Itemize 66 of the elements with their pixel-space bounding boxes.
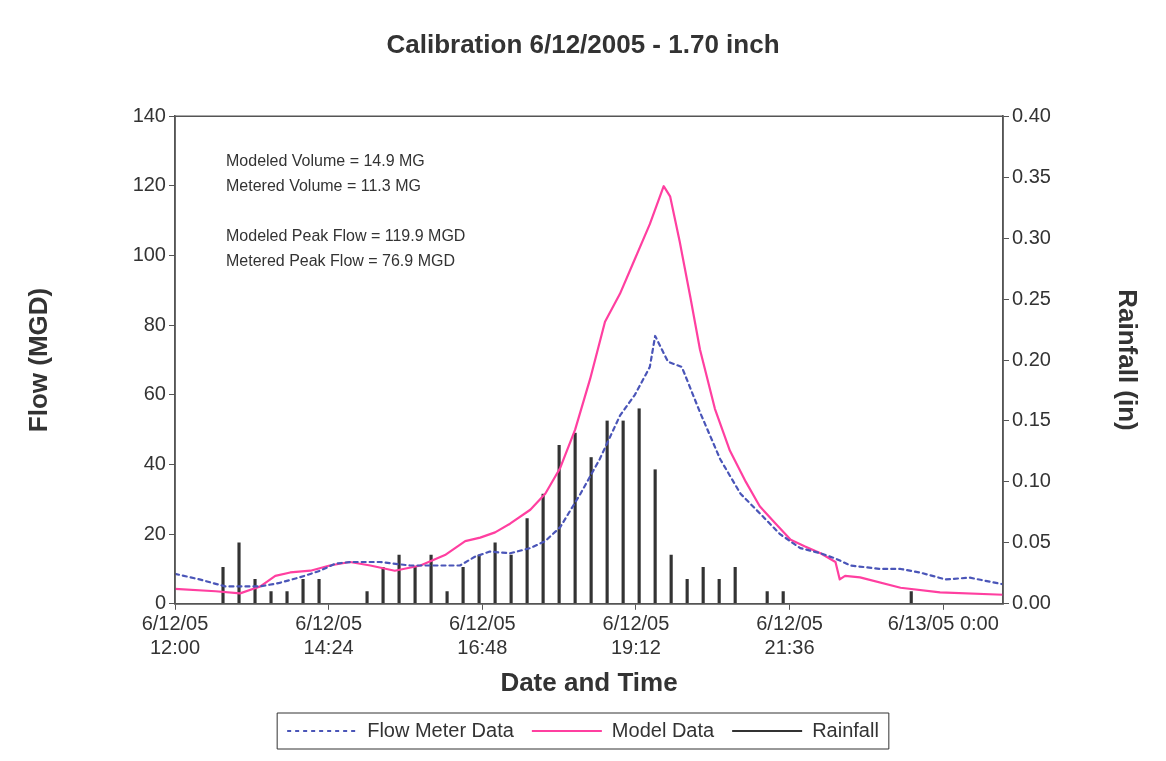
- y2-tick-label: 0.35: [1012, 164, 1051, 187]
- bar: [909, 591, 913, 604]
- y-tick-label: 100: [132, 243, 166, 266]
- bar: [301, 579, 305, 604]
- bar: [685, 579, 689, 604]
- y-tick-label: 60: [143, 382, 166, 405]
- x-tick-label: 6/13/05 0:00: [887, 612, 999, 635]
- bar: [781, 591, 785, 604]
- x-tick-label: 6/12/05 14:24: [295, 612, 363, 659]
- y2-tick-label: 0.30: [1012, 225, 1051, 248]
- legend-label: Model Data: [611, 718, 716, 741]
- x-axis-title: Date and Time: [500, 666, 678, 697]
- bar: [477, 554, 481, 604]
- x-tick-label: 6/12/05 12:00: [141, 612, 209, 659]
- y2-tick-label: 0.05: [1012, 530, 1051, 553]
- bar: [445, 591, 449, 604]
- bar: [717, 579, 721, 604]
- bar: [765, 591, 769, 604]
- bar: [669, 554, 673, 604]
- bar: [637, 408, 641, 604]
- x-tick-label: 6/12/05 16:48: [448, 612, 516, 659]
- y2-tick-label: 0.40: [1012, 103, 1051, 126]
- legend-label: Rainfall: [812, 718, 879, 741]
- bar: [413, 566, 417, 604]
- y2-tick-label: 0.00: [1012, 591, 1051, 614]
- annotation: Modeled Volume = 14.9 MG: [226, 151, 425, 169]
- bar: [701, 566, 705, 604]
- bar: [381, 566, 385, 604]
- x-tick-label: 6/12/05 19:12: [602, 612, 670, 659]
- bar: [525, 518, 529, 604]
- bar: [733, 566, 737, 604]
- legend-label: Flow Meter Data: [367, 718, 515, 741]
- y-tick-label: 0: [154, 591, 166, 614]
- x-tick-label: 6/12/05 21:36: [756, 612, 823, 659]
- y-tick-label: 80: [143, 312, 166, 335]
- y2-tick-label: 0.15: [1012, 408, 1051, 431]
- bar: [397, 554, 401, 604]
- chart-title: Calibration 6/12/2005 - 1.70 inch: [386, 28, 780, 59]
- y2-tick-label: 0.10: [1012, 469, 1051, 492]
- bar: [269, 591, 273, 604]
- y2-tick-label: 0.25: [1012, 286, 1051, 309]
- bar: [605, 420, 609, 604]
- bar: [509, 554, 513, 604]
- bar: [653, 469, 657, 604]
- bar: [317, 579, 321, 604]
- bar: [493, 542, 497, 604]
- y-tick-label: 120: [132, 173, 166, 196]
- bar: [285, 591, 289, 604]
- annotation: Modeled Peak Flow = 119.9 MGD: [226, 226, 466, 244]
- bar: [237, 542, 241, 604]
- bar: [365, 591, 369, 604]
- y-axis-title: Flow (MGD): [22, 287, 53, 433]
- annotation: Metered Volume = 11.3 MG: [226, 176, 421, 194]
- y-tick-label: 40: [143, 452, 166, 474]
- y-tick-label: 140: [132, 103, 166, 126]
- annotation: Metered Peak Flow = 76.9 MGD: [226, 251, 455, 269]
- bar: [461, 566, 465, 604]
- bar: [573, 432, 577, 604]
- line-series: [175, 334, 1003, 588]
- y2-axis-title: Rainfall (in): [1113, 289, 1144, 431]
- y-tick-label: 20: [143, 521, 166, 544]
- bar: [541, 493, 545, 604]
- bar: [621, 420, 625, 604]
- bar: [589, 457, 593, 604]
- bar: [557, 445, 561, 604]
- y2-tick-label: 0.20: [1012, 347, 1051, 370]
